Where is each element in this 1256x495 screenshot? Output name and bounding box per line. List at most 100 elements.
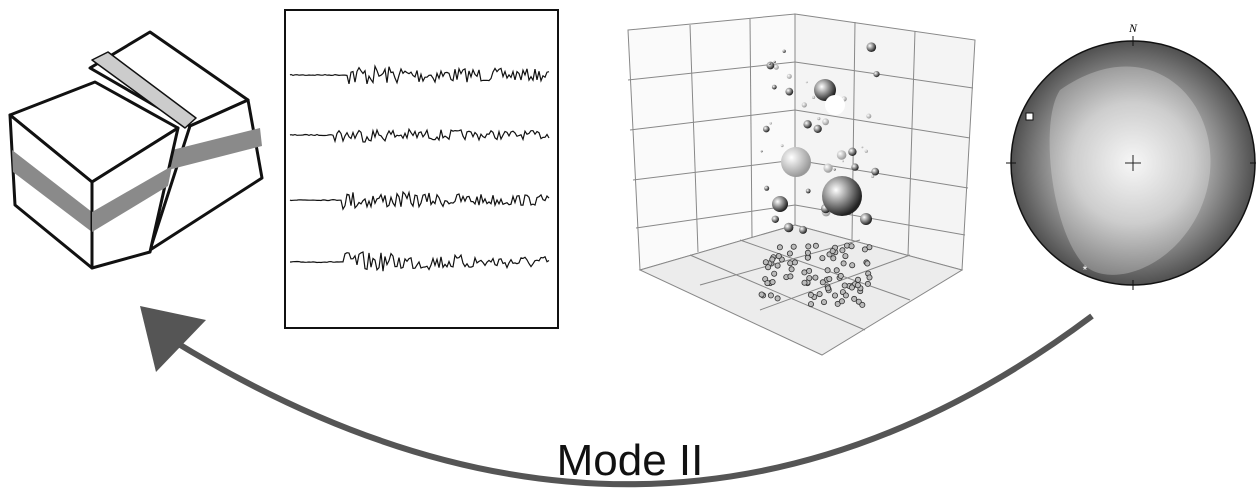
floor-point bbox=[776, 244, 783, 251]
north-label: N bbox=[1128, 21, 1138, 35]
floor-point bbox=[764, 280, 771, 287]
floor-point bbox=[848, 284, 855, 291]
seismogram-trace bbox=[289, 127, 550, 144]
arrow-head bbox=[140, 306, 206, 372]
event-sphere bbox=[803, 120, 812, 129]
floor-point bbox=[849, 262, 856, 269]
floor-point bbox=[819, 255, 826, 262]
event-sphere bbox=[851, 163, 859, 171]
floor-point bbox=[765, 264, 772, 271]
floor-point bbox=[842, 253, 849, 260]
floor-point bbox=[812, 274, 819, 281]
event-sphere bbox=[782, 49, 786, 53]
grid-line bbox=[629, 109, 796, 131]
grid-line bbox=[759, 254, 911, 311]
event-sphere bbox=[823, 163, 833, 173]
event-sphere bbox=[813, 124, 822, 133]
event-sphere bbox=[784, 222, 794, 233]
floor bbox=[638, 224, 964, 356]
floor-point bbox=[839, 247, 846, 254]
floor-point bbox=[821, 299, 828, 306]
event-sphere bbox=[825, 95, 845, 115]
grid-line bbox=[794, 159, 969, 189]
floor-point bbox=[775, 253, 782, 260]
floor-point bbox=[826, 275, 833, 282]
scatter-3d bbox=[627, 13, 976, 356]
event-sphere bbox=[764, 185, 770, 191]
floor-point bbox=[861, 246, 868, 253]
floor-point bbox=[832, 292, 839, 299]
floor-point bbox=[787, 273, 794, 280]
events bbox=[758, 42, 880, 308]
floor-point bbox=[774, 262, 781, 269]
event-sphere bbox=[780, 144, 784, 148]
floor-point bbox=[758, 291, 765, 298]
left-block-stripe bbox=[12, 150, 92, 232]
event-sphere bbox=[772, 196, 788, 212]
seismogram-frame bbox=[284, 9, 559, 329]
floor-point bbox=[804, 249, 811, 256]
floor-point bbox=[829, 248, 836, 255]
event-sphere bbox=[871, 167, 880, 176]
floor-point bbox=[841, 282, 848, 289]
fault-block bbox=[8, 30, 264, 270]
event-sphere bbox=[771, 84, 777, 90]
event-sphere bbox=[812, 95, 816, 99]
p-axis bbox=[1025, 112, 1034, 121]
event-sphere bbox=[763, 125, 770, 133]
t-axis: * bbox=[1083, 263, 1088, 277]
floor-point bbox=[790, 243, 797, 250]
event-sphere bbox=[785, 87, 794, 96]
floor-point bbox=[806, 275, 813, 282]
floor-point bbox=[812, 242, 819, 249]
floor-point bbox=[834, 300, 841, 307]
seismogram-trace bbox=[290, 251, 550, 272]
cycle-arrow bbox=[170, 313, 1094, 488]
event-sphere bbox=[836, 150, 847, 160]
event-sphere bbox=[822, 176, 862, 216]
stereonet: * N bbox=[1006, 21, 1256, 290]
floor-point bbox=[837, 272, 844, 279]
grid-line bbox=[749, 18, 753, 238]
floor-point bbox=[851, 295, 858, 302]
floor-point bbox=[805, 243, 812, 250]
floor-point bbox=[848, 243, 855, 250]
fault-scarp bbox=[91, 51, 197, 129]
event-sphere bbox=[814, 79, 836, 101]
floor-point bbox=[767, 292, 774, 299]
event-sphere bbox=[773, 60, 776, 64]
event-sphere bbox=[866, 42, 877, 52]
floor-point bbox=[838, 298, 845, 305]
event-sphere bbox=[799, 225, 807, 234]
floor-point bbox=[830, 255, 837, 262]
nodal-plane bbox=[1049, 66, 1211, 275]
event-sphere bbox=[805, 81, 808, 84]
grid-line bbox=[794, 109, 971, 139]
mode-label: Mode II bbox=[557, 436, 704, 485]
event-sphere bbox=[864, 149, 868, 153]
floor-point bbox=[859, 301, 866, 308]
floor-point bbox=[788, 266, 795, 273]
floor-point bbox=[806, 267, 813, 274]
event-sphere bbox=[781, 147, 811, 177]
event-sphere bbox=[760, 150, 763, 153]
event-sphere bbox=[833, 168, 836, 171]
floor-point bbox=[819, 279, 826, 286]
back-wall-left bbox=[627, 13, 796, 271]
event-sphere bbox=[866, 113, 872, 119]
floor-point bbox=[762, 259, 769, 266]
floor-point bbox=[786, 250, 793, 257]
event-sphere bbox=[871, 174, 875, 178]
floor-point bbox=[824, 267, 831, 274]
floor-point bbox=[864, 280, 871, 287]
event-sphere bbox=[842, 160, 844, 163]
grid-line bbox=[794, 61, 974, 89]
floor-point bbox=[840, 260, 847, 267]
event-sphere bbox=[773, 64, 779, 70]
event-sphere bbox=[861, 146, 864, 149]
floor-point bbox=[816, 291, 823, 298]
event-sphere bbox=[873, 71, 880, 78]
floor-point bbox=[825, 285, 832, 292]
floor-point bbox=[842, 292, 849, 299]
